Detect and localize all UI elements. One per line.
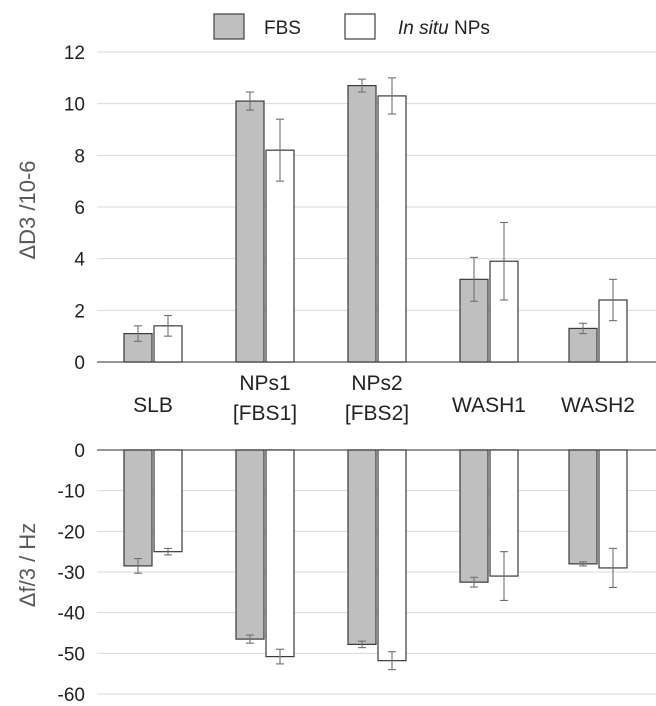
- category-label: NPs2 [FBS2]: [345, 372, 409, 425]
- top-error-bar: [609, 278, 617, 322]
- bottom-y-tick-label: -40: [58, 604, 85, 625]
- bottom-bar-insitu: [377, 449, 407, 662]
- bottom-error-bar: [579, 561, 587, 567]
- category-label: NPs1 [FBS1]: [233, 372, 297, 425]
- category-label: WASH1: [452, 394, 526, 417]
- legend: FBS In situ NPs: [213, 13, 490, 40]
- top-error-bar: [470, 256, 478, 302]
- top-bar-fbs: [347, 84, 377, 363]
- category-labels: SLB NPs1 [FBS1] NPs2 [FBS2] WASH1 WASH2: [133, 372, 635, 425]
- legend-swatch-fbs: [213, 13, 245, 40]
- top-y-tick-label: 8: [74, 146, 85, 167]
- bottom-error-bar: [134, 558, 142, 574]
- bottom-bar-fbs: [347, 449, 377, 645]
- bottom-error-bar: [609, 547, 617, 589]
- top-bars: [123, 77, 628, 363]
- bottom-bars: [123, 449, 628, 671]
- bottom-bar-fbs: [459, 449, 489, 583]
- top-error-bar: [164, 314, 172, 337]
- bottom-error-bar: [470, 576, 478, 588]
- bottom-y-tick-label: 0: [74, 441, 85, 462]
- top-y-tick-label: 4: [74, 250, 85, 271]
- top-error-bar: [500, 221, 508, 301]
- legend-label-insitu: In situ NPs: [398, 18, 490, 39]
- top-bar-insitu: [265, 149, 295, 363]
- bottom-error-bar: [388, 651, 396, 671]
- category-label: SLB: [133, 394, 173, 417]
- top-y-tick-label: 10: [64, 95, 85, 116]
- top-error-bar: [276, 118, 284, 182]
- bottom-y-axis-label: Δf/3 / Hz: [15, 523, 40, 607]
- bottom-tick-labels: 0 -10 -20 -30 -40 -50 -60: [58, 441, 85, 706]
- top-y-tick-label: 0: [74, 353, 85, 374]
- top-error-bar: [246, 91, 254, 111]
- top-y-axis-label: ΔD3 /10-6: [15, 160, 40, 259]
- top-y-tick-label: 12: [64, 43, 85, 64]
- category-label: WASH2: [561, 394, 635, 417]
- top-bar-insitu: [377, 95, 407, 363]
- top-bar-fbs: [235, 100, 265, 363]
- bottom-error-bar: [358, 640, 366, 649]
- bottom-y-tick-label: -30: [58, 563, 85, 584]
- bottom-error-bar: [164, 547, 172, 556]
- bottom-bar-fbs: [568, 449, 598, 565]
- legend-label-fbs: FBS: [264, 18, 301, 39]
- bottom-bar-insitu: [265, 449, 295, 658]
- top-error-bar: [388, 77, 396, 115]
- bottom-bar-insitu: [153, 449, 183, 553]
- top-y-tick-label: 2: [74, 301, 85, 322]
- bottom-y-tick-label: -10: [58, 482, 85, 503]
- bottom-bar-fbs: [235, 449, 265, 640]
- top-error-bar: [579, 322, 587, 335]
- top-tick-labels: 0 2 4 6 8 10 12: [64, 43, 86, 374]
- legend-label-insitu-italic: In situ: [398, 18, 449, 39]
- bottom-y-tick-label: -60: [58, 685, 85, 706]
- bottom-y-tick-label: -20: [58, 522, 85, 543]
- bottom-error-bar: [246, 634, 254, 644]
- bottom-bar-fbs: [123, 449, 153, 567]
- legend-label-insitu-rest: NPs: [449, 18, 490, 39]
- top-y-tick-label: 6: [74, 198, 85, 219]
- bottom-y-tick-label: -50: [58, 644, 85, 665]
- legend-swatch-insitu: [344, 13, 376, 40]
- bottom-error-bar: [276, 648, 284, 665]
- top-error-bar: [134, 325, 142, 342]
- bottom-error-bar: [500, 551, 508, 602]
- top-error-bar: [358, 78, 366, 93]
